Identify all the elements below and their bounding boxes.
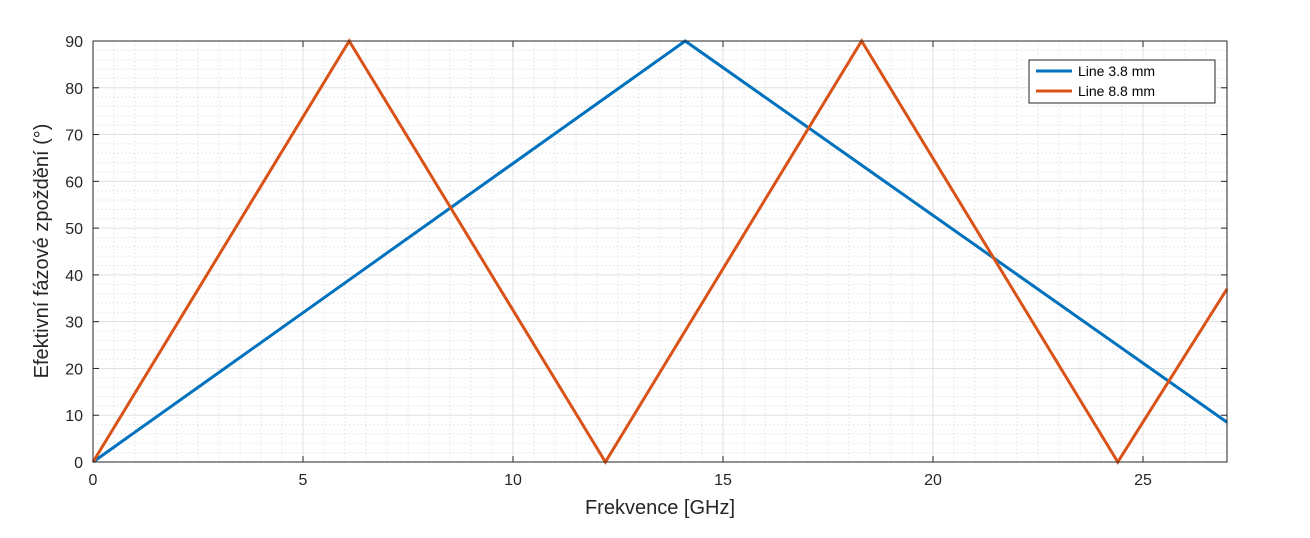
y-tick-label: 10 — [65, 408, 83, 425]
legend-label-line-8-8: Line 8.8 mm — [1078, 83, 1155, 99]
y-tick-label: 90 — [65, 34, 83, 51]
y-tick-label: 40 — [65, 268, 83, 285]
x-tick-label: 15 — [714, 472, 732, 489]
x-tick-label: 0 — [89, 472, 98, 489]
x-tick-label: 20 — [924, 472, 942, 489]
y-tick-label: 0 — [74, 455, 83, 472]
y-tick-label: 70 — [65, 128, 83, 145]
tick-labels: 0 5 10 15 20 25 0 10 20 30 40 50 60 70 80 90 — [65, 34, 1152, 489]
legend: Line 3.8 mm Line 8.8 mm — [1028, 59, 1216, 104]
ticks-layer — [92, 40, 1227, 463]
x-axis-label: Frekvence [GHz] — [585, 497, 735, 519]
y-axis-label: Efektivní fázové zpoždění (°) — [31, 124, 53, 379]
plot-frame — [92, 40, 1228, 463]
legend-box — [1028, 59, 1216, 104]
plot-background — [93, 41, 1227, 462]
y-tick-label: 20 — [65, 361, 83, 378]
legend-label-line-3-8: Line 3.8 mm — [1078, 63, 1155, 79]
y-tick-label: 60 — [65, 174, 83, 191]
series-line-2 — [91, 38, 1229, 465]
y-tick-label: 50 — [65, 221, 83, 238]
x-tick-label: 5 — [299, 472, 308, 489]
y-tick-label: 30 — [65, 315, 83, 332]
y-tick-label: 80 — [65, 81, 83, 98]
x-tick-label: 10 — [504, 472, 522, 489]
x-tick-label: 25 — [1134, 472, 1152, 489]
